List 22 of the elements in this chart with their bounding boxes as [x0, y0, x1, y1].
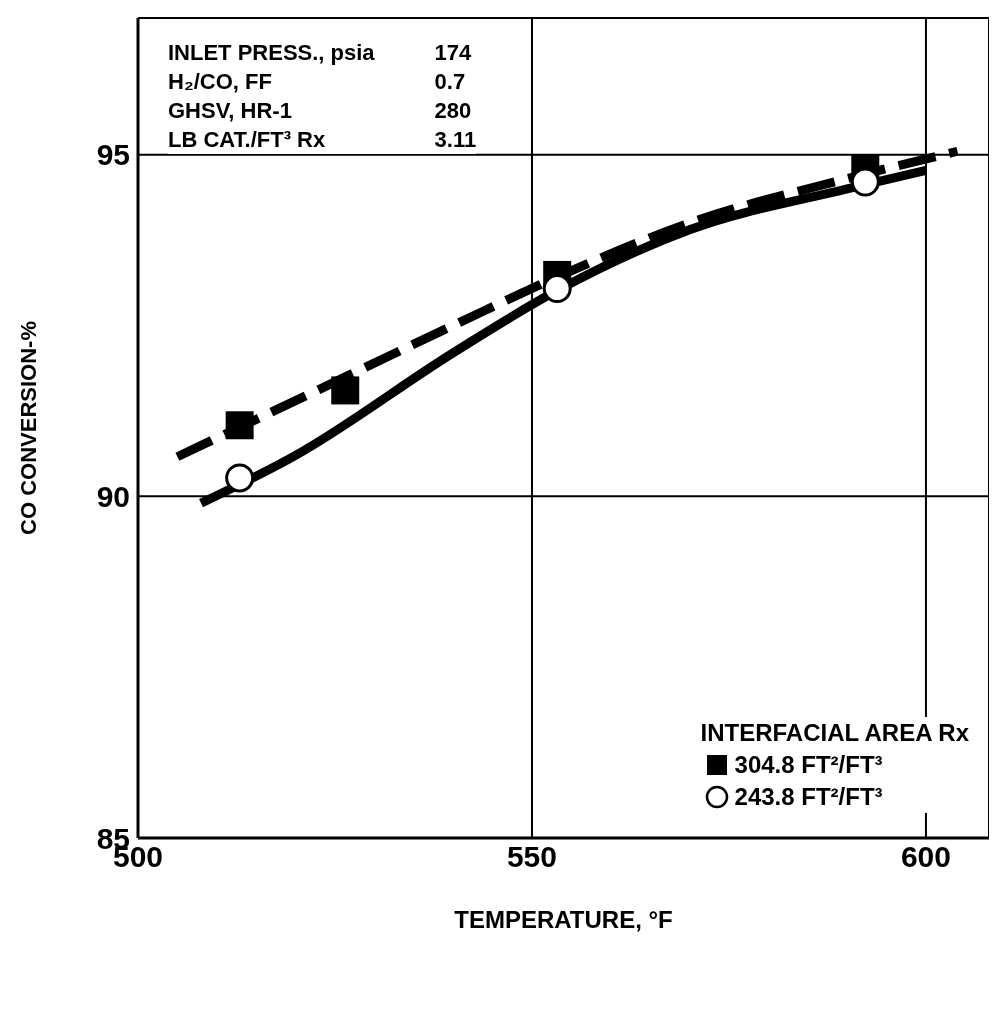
- annotation: 0.7: [434, 68, 467, 96]
- x-tick-label: 550: [506, 840, 558, 874]
- annotation: LB CAT./FT³ Rx: [168, 126, 327, 154]
- x-tick-label: 600: [900, 840, 951, 874]
- point: [225, 463, 255, 493]
- legend-title: INTERFACIAL AREA Rx: [700, 718, 969, 748]
- annotation: H₂/CO, FF: [168, 68, 273, 96]
- annotation: INLET PRESS., psia: [168, 39, 376, 67]
- annotation: 3.11: [434, 126, 477, 154]
- point: [331, 376, 360, 405]
- annotation: GHSV, HR-1: [168, 97, 293, 125]
- y-tick-label: 95: [96, 138, 130, 172]
- legend-label: 304.8 FT²/FT³: [734, 750, 883, 780]
- y-tick-label: 90: [96, 479, 130, 513]
- point: [542, 274, 572, 304]
- point: [850, 167, 880, 197]
- annotation: 174: [434, 39, 473, 67]
- annotation: 280: [434, 97, 473, 125]
- legend-label: 243.8 FT²/FT³: [734, 782, 883, 812]
- x-axis-title: TEMPERATURE, °F: [454, 906, 673, 933]
- y-axis-title: CO CONVERSION-%: [15, 321, 41, 535]
- point: [225, 411, 254, 440]
